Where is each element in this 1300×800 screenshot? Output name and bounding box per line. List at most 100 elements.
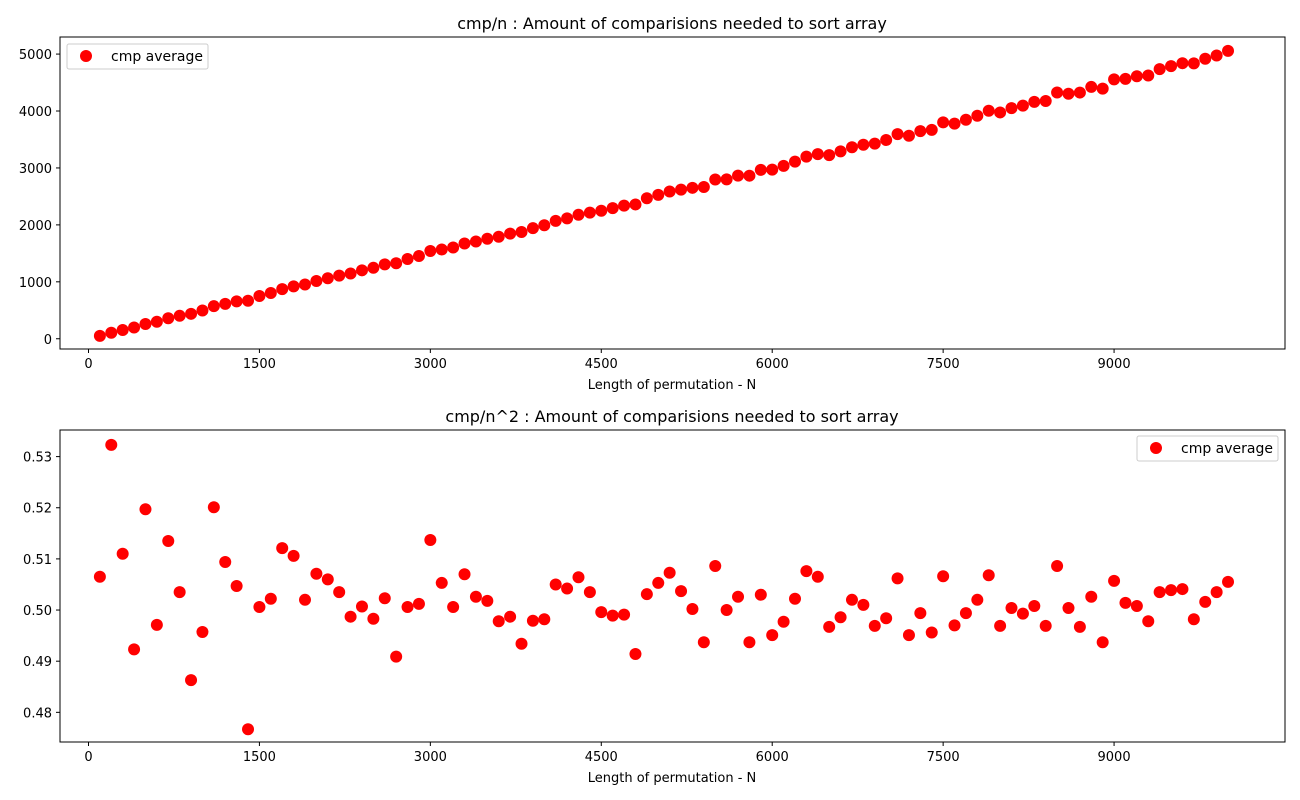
- data-point: [264, 287, 277, 300]
- data-point: [914, 607, 927, 620]
- legend: cmp average: [66, 43, 209, 70]
- data-point: [891, 128, 904, 141]
- y-tick-label: 3000: [19, 162, 52, 177]
- data-point: [333, 269, 346, 282]
- data-point: [1153, 586, 1166, 599]
- data-point: [173, 586, 186, 599]
- data-point: [629, 648, 642, 661]
- x-tick-label: 6000: [756, 357, 789, 372]
- data-point: [572, 208, 585, 221]
- data-point: [264, 592, 277, 605]
- data-point: [93, 329, 106, 342]
- data-point: [447, 600, 460, 613]
- data-point: [1096, 82, 1109, 95]
- data-point: [150, 618, 163, 631]
- data-points: [93, 44, 1235, 342]
- data-point: [811, 148, 824, 161]
- data-point: [185, 307, 198, 320]
- data-point: [629, 198, 642, 211]
- data-point: [823, 620, 836, 633]
- data-point: [492, 615, 505, 628]
- data-point: [207, 300, 220, 313]
- data-point: [675, 585, 688, 598]
- data-point: [868, 619, 881, 632]
- data-point: [709, 560, 722, 573]
- data-point: [606, 202, 619, 215]
- data-point: [299, 278, 311, 291]
- x-tick-label: 9000: [1098, 750, 1131, 765]
- data-point: [367, 612, 380, 625]
- legend-marker: [80, 50, 92, 62]
- data-point: [1130, 599, 1143, 612]
- data-point: [959, 113, 972, 126]
- data-point: [1028, 95, 1041, 108]
- data-point: [116, 324, 129, 337]
- data-point: [526, 222, 539, 235]
- data-point: [185, 674, 198, 687]
- x-tick-label: 1500: [243, 357, 276, 372]
- x-axis-label: Length of permutation - N: [588, 378, 757, 393]
- data-point: [412, 250, 425, 263]
- data-point: [925, 626, 938, 639]
- data-point: [834, 145, 847, 158]
- data-point: [1062, 87, 1075, 100]
- data-point: [1210, 586, 1223, 599]
- x-axis-ticks: 0 1500 3000 4500 6000 7500 9000: [84, 349, 1131, 372]
- data-point: [378, 592, 391, 605]
- data-point: [971, 109, 984, 122]
- x-axis-ticks: 0 1500 3000 4500 6000 7500 9000: [84, 742, 1131, 765]
- data-point: [116, 547, 129, 560]
- data-point: [811, 570, 824, 583]
- data-point: [469, 590, 482, 603]
- data-point: [720, 173, 733, 186]
- chart-cmp-n2: cmp/n^2 : Amount of comparisions needed …: [23, 407, 1286, 786]
- x-tick-label: 7500: [927, 750, 960, 765]
- data-point: [1096, 636, 1109, 649]
- data-point: [139, 503, 152, 516]
- plot-area: [59, 429, 1286, 743]
- data-point: [800, 565, 813, 578]
- data-point: [390, 257, 403, 270]
- x-tick-label: 0: [84, 750, 92, 765]
- data-point: [720, 604, 733, 617]
- data-point: [333, 586, 346, 599]
- chart-title: cmp/n : Amount of comparisions needed to…: [457, 14, 887, 33]
- data-point: [1085, 590, 1098, 603]
- data-point: [959, 607, 972, 620]
- legend-box: [1136, 435, 1279, 462]
- data-point: [1073, 620, 1086, 633]
- data-point: [299, 593, 311, 606]
- data-point: [412, 597, 425, 610]
- chart-title: cmp/n^2 : Amount of comparisions needed …: [445, 407, 898, 426]
- data-point: [287, 280, 300, 293]
- y-tick-label: 1000: [19, 276, 52, 291]
- data-point: [93, 570, 106, 583]
- data-point: [652, 576, 665, 589]
- data-point: [652, 188, 665, 201]
- data-point: [834, 611, 847, 624]
- data-point: [276, 542, 289, 555]
- data-point: [982, 569, 995, 582]
- data-point: [504, 227, 517, 240]
- x-tick-label: 1500: [243, 750, 276, 765]
- data-point: [1005, 102, 1018, 115]
- data-point: [1039, 95, 1052, 108]
- data-point: [344, 267, 357, 280]
- y-tick-label: 0.53: [23, 451, 52, 466]
- data-point: [492, 230, 505, 243]
- data-point: [732, 169, 745, 182]
- data-point: [1165, 584, 1178, 597]
- data-point: [355, 264, 368, 277]
- data-point: [1016, 99, 1029, 112]
- data-point: [572, 571, 585, 584]
- data-point: [435, 243, 448, 256]
- data-point: [1130, 70, 1143, 83]
- x-tick-label: 9000: [1098, 357, 1131, 372]
- data-point: [925, 123, 938, 136]
- data-point: [663, 566, 676, 579]
- data-point: [1142, 615, 1155, 628]
- data-point: [914, 125, 927, 138]
- data-point: [150, 315, 163, 328]
- data-point: [230, 295, 243, 308]
